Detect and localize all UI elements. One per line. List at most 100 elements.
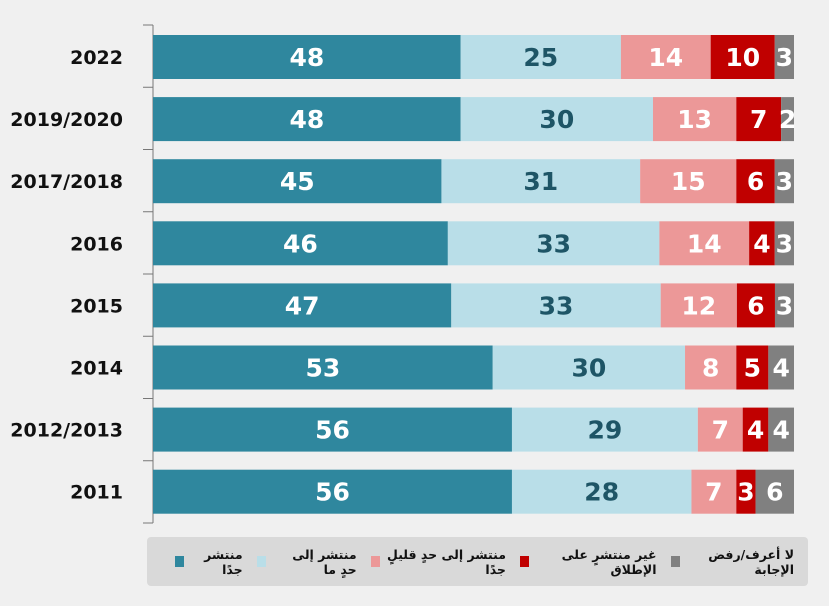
legend-swatch xyxy=(175,556,185,567)
data-label: 4 xyxy=(772,416,789,445)
data-label: 45 xyxy=(280,167,315,196)
bar-segment xyxy=(620,35,711,79)
legend-item: لا أعرف/رفض الإجابة xyxy=(670,546,794,577)
category-label: 2017/2018 xyxy=(10,171,123,193)
bar-segment xyxy=(447,221,660,266)
data-label: 14 xyxy=(648,43,683,72)
legend-swatch xyxy=(256,556,266,567)
legend-label: منتشر إلى حدٍ ما xyxy=(292,546,357,577)
data-label: 5 xyxy=(744,354,761,383)
legend: منتشر جدًا منتشر إلى حدٍ ما منتشر إلى حدٍ … xyxy=(147,537,808,586)
bar-segment xyxy=(697,407,743,452)
data-label: 3 xyxy=(776,43,793,72)
category-label: 2012/2013 xyxy=(10,420,123,442)
bar-segment xyxy=(652,97,737,142)
data-label: 7 xyxy=(750,105,767,134)
category-label: 2011 xyxy=(70,482,123,504)
bar-segment xyxy=(640,159,737,204)
data-label: 28 xyxy=(584,478,619,507)
legend-swatch xyxy=(519,556,530,567)
bar-segment xyxy=(153,97,461,142)
data-label: 56 xyxy=(315,478,350,507)
category-label: 2022 xyxy=(70,47,123,69)
data-label: 3 xyxy=(737,478,754,507)
bar-segment xyxy=(153,469,512,514)
data-label: 10 xyxy=(725,43,760,72)
data-label: 13 xyxy=(677,105,712,134)
data-label: 4 xyxy=(747,416,764,445)
bar-segment xyxy=(460,97,653,142)
data-label: 6 xyxy=(766,478,783,507)
data-label: 30 xyxy=(539,105,574,134)
bar-segment xyxy=(774,35,794,79)
data-label: 6 xyxy=(747,291,764,320)
bar-segment xyxy=(659,221,750,266)
data-label: 46 xyxy=(283,229,318,258)
data-label: 7 xyxy=(705,478,722,507)
bar-segment xyxy=(511,469,692,514)
data-label: 48 xyxy=(289,43,324,72)
category-label: 2014 xyxy=(70,358,123,380)
data-label: 33 xyxy=(539,291,574,320)
category-label: 2016 xyxy=(70,233,123,255)
legend-label: غير منتشرٍ على الإطلاق xyxy=(561,546,657,577)
bar-segment xyxy=(153,345,493,390)
data-label: 53 xyxy=(305,354,340,383)
data-label: 48 xyxy=(289,105,324,134)
bar-segment xyxy=(768,345,794,390)
bar-segment xyxy=(736,345,769,390)
data-label: 2 xyxy=(779,105,796,134)
bar-segment xyxy=(710,35,775,79)
data-label: 33 xyxy=(536,229,571,258)
legend-swatch xyxy=(370,556,380,567)
legend-label: لا أعرف/رفض الإجابة xyxy=(708,546,794,577)
bar-segment xyxy=(685,345,737,390)
bar-segment xyxy=(492,345,686,390)
legend-item: منتشر إلى حدٍ قليلٍ جدًا xyxy=(370,546,506,577)
data-label: 4 xyxy=(753,229,770,258)
data-label: 3 xyxy=(776,229,793,258)
data-label: 56 xyxy=(315,416,350,445)
bar-segment xyxy=(660,283,737,328)
category-label: 2015 xyxy=(70,295,123,317)
bar-segment xyxy=(781,97,794,142)
bar-segment xyxy=(736,97,782,142)
category-label: 2019/2020 xyxy=(10,109,123,131)
legend-item: منتشر جدًا xyxy=(175,547,243,577)
bar-segment xyxy=(691,469,737,514)
legend-label: منتشر إلى حدٍ قليلٍ جدًا xyxy=(387,546,506,577)
data-label: 7 xyxy=(712,416,729,445)
bar-segment xyxy=(742,407,769,452)
data-label: 47 xyxy=(285,291,320,320)
data-label: 8 xyxy=(702,354,719,383)
data-label: 3 xyxy=(776,167,793,196)
data-label: 25 xyxy=(523,43,558,72)
bar-segment xyxy=(774,221,794,266)
data-label: 30 xyxy=(571,354,606,383)
bar-segment xyxy=(749,221,775,266)
bar-segment xyxy=(153,159,442,204)
bar-segment xyxy=(153,283,452,328)
data-label: 12 xyxy=(681,291,716,320)
bar-segment xyxy=(153,407,512,452)
data-label: 14 xyxy=(687,229,722,258)
bar-segment xyxy=(768,407,794,452)
bar-segment xyxy=(774,159,794,204)
data-label: 29 xyxy=(588,416,623,445)
bar-segment xyxy=(451,283,661,328)
legend-swatch xyxy=(670,556,680,567)
data-label: 6 xyxy=(747,167,764,196)
bar-segment xyxy=(736,283,775,328)
bar-segment xyxy=(511,407,698,452)
data-label: 3 xyxy=(776,291,793,320)
bar-segment xyxy=(736,469,756,514)
data-label: 15 xyxy=(671,167,706,196)
bar-segment xyxy=(736,159,775,204)
bar-segment xyxy=(153,35,461,79)
data-label: 4 xyxy=(772,354,789,383)
bar-segment xyxy=(441,159,641,204)
bar-segment xyxy=(460,35,621,79)
legend-label: منتشر جدًا xyxy=(204,546,243,577)
